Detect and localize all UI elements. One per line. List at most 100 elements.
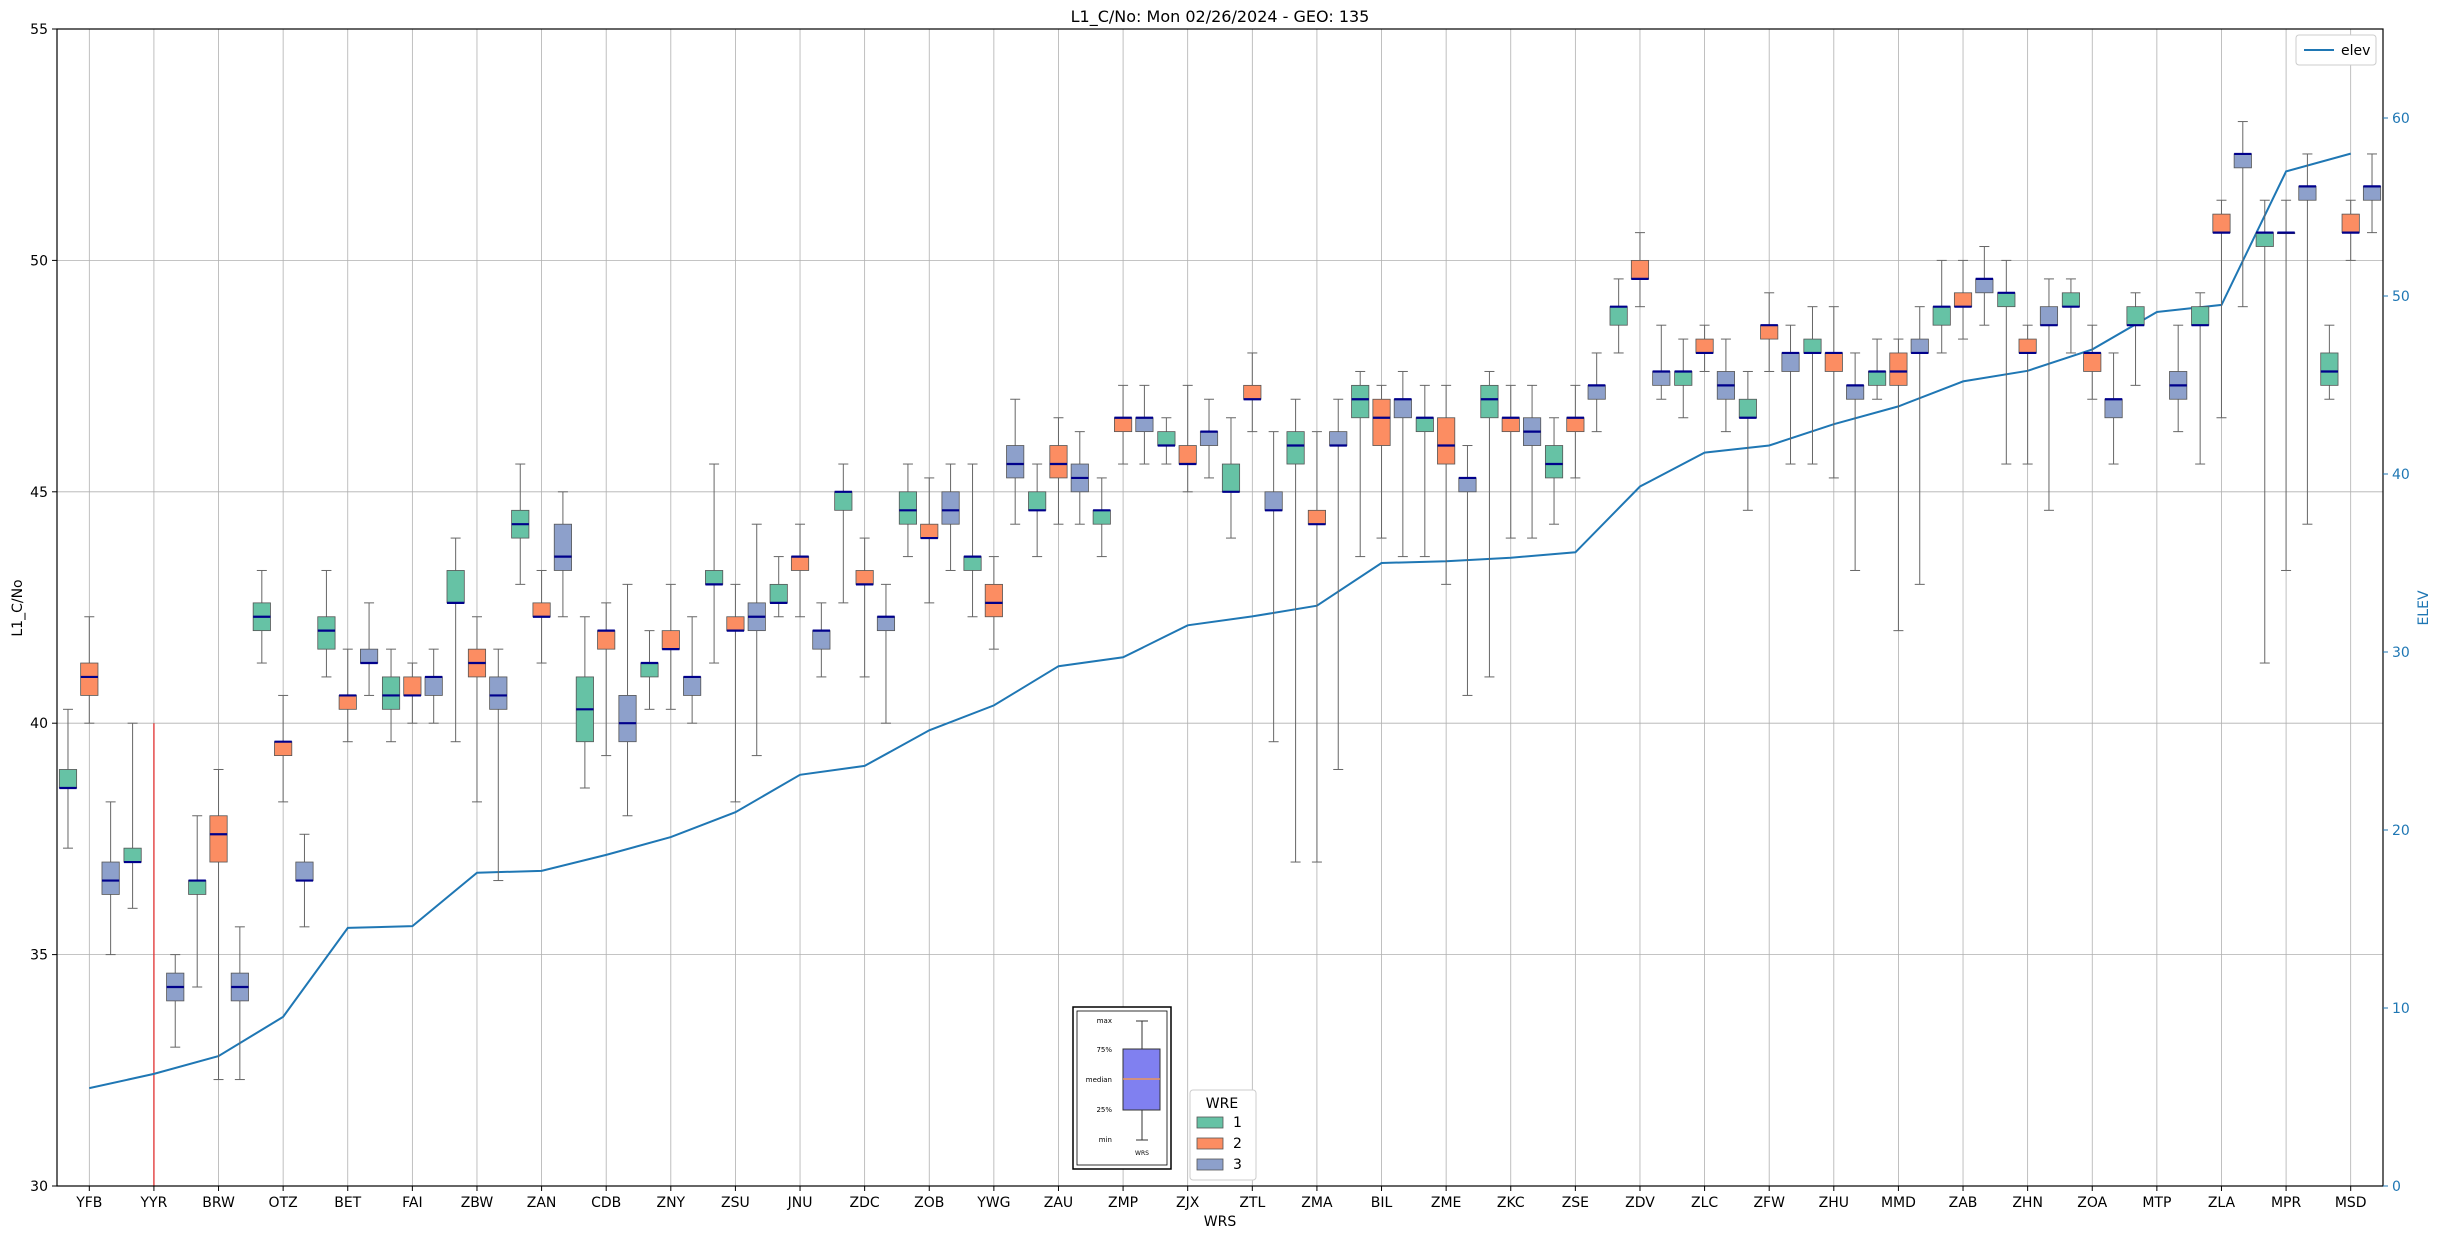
box-CDB-wre3 xyxy=(618,583,637,817)
grid-layer xyxy=(57,28,2383,1187)
box-body xyxy=(274,741,293,756)
x-tick-label: BET xyxy=(334,1195,361,1211)
y2-tick-label: 30 xyxy=(2392,645,2410,661)
box-ZME-wre3 xyxy=(1458,445,1477,696)
box-ZJX-wre2 xyxy=(1178,384,1197,493)
x-tick-label: ZMA xyxy=(1301,1195,1333,1211)
wre-legend-frame xyxy=(1189,1089,1257,1181)
box-ZMP-wre2 xyxy=(1114,384,1133,465)
box-ZKC-wre2 xyxy=(1501,384,1520,539)
box-body xyxy=(1351,384,1370,419)
box-body xyxy=(1868,371,1887,386)
box-body xyxy=(834,491,853,511)
x-tick-label: ZOA xyxy=(2077,1195,2107,1211)
box-body xyxy=(1307,509,1326,525)
box-ZBW-wre3 xyxy=(489,648,508,882)
box-body xyxy=(1437,417,1456,465)
x-tick-label: ZDC xyxy=(850,1195,880,1211)
x-tick-label: ZME xyxy=(1431,1195,1462,1211)
box-body xyxy=(1199,431,1219,446)
box-ZLC-wre3 xyxy=(1716,338,1735,433)
box-body xyxy=(920,523,939,539)
x-tick-label: CDB xyxy=(591,1195,621,1211)
x-tick-label: BIL xyxy=(1371,1195,1393,1211)
box-body xyxy=(1415,417,1434,433)
box-body xyxy=(1264,491,1283,511)
y-tick-label: 55 xyxy=(30,22,48,38)
box-ZSU-wre3 xyxy=(747,523,766,757)
box-ZKC-wre3 xyxy=(1523,384,1542,539)
wre-legend: WRE 1 2 3 xyxy=(1189,1089,1257,1181)
box-ZDC-wre2 xyxy=(855,537,874,678)
x-tick-label: FAI xyxy=(402,1195,422,1211)
box-body xyxy=(1652,371,1671,386)
box-body xyxy=(2341,213,2360,234)
box-body xyxy=(381,676,401,710)
box-body xyxy=(812,630,831,650)
box-body xyxy=(1910,338,1929,354)
box-body xyxy=(1243,384,1262,400)
box-body xyxy=(1975,278,1994,294)
box-MPR-wre1 xyxy=(2255,199,2274,664)
box-body xyxy=(360,648,379,664)
x-tick-label: ZHU xyxy=(1819,1195,1849,1211)
axes-layer: YFB YYR BRW OTZ BET FAI ZBW ZAN CDB ZNY ZSU JNU ZDC Z… xyxy=(30,22,2410,1211)
box-body xyxy=(532,602,551,618)
box-MMD-wre3 xyxy=(1910,306,1929,585)
box-ZDV-wre1 xyxy=(1609,278,1628,354)
box-body xyxy=(661,630,680,650)
box-MPR-wre2 xyxy=(2277,199,2296,571)
box-ZDV-wre3 xyxy=(1652,324,1671,400)
plot-frame xyxy=(56,28,2384,1187)
y2-tick-label: 50 xyxy=(2392,289,2410,305)
box-BRW-wre1 xyxy=(188,815,207,988)
box-body xyxy=(101,861,120,895)
box-key-max-label: max xyxy=(1097,1017,1112,1025)
y-tick-label: 35 xyxy=(30,948,48,964)
box-ZSU-wre1 xyxy=(705,463,724,664)
box-BIL-wre2 xyxy=(1372,384,1391,539)
box-ZAB-wre2 xyxy=(1953,259,1973,340)
box-body xyxy=(1566,417,1585,433)
box-ZAN-wre3 xyxy=(553,491,572,618)
box-body xyxy=(790,556,810,571)
y2-tick-label: 10 xyxy=(2392,1001,2410,1017)
box-MSD-wre2 xyxy=(2341,199,2360,261)
box-body xyxy=(188,880,207,895)
box-MTP-wre3 xyxy=(2169,324,2188,433)
box-ZOA-wre1 xyxy=(2061,278,2080,354)
box-body xyxy=(2212,213,2231,234)
box-body xyxy=(769,583,788,604)
x-tick-label: BRW xyxy=(202,1195,235,1211)
box-body xyxy=(2104,398,2123,419)
box-OTZ-wre2 xyxy=(274,694,293,803)
box-ZME-wre2 xyxy=(1437,384,1456,585)
box-ZHU-wre1 xyxy=(1803,306,1822,465)
box-body xyxy=(80,662,99,696)
box-body xyxy=(403,676,422,696)
box-body xyxy=(2126,306,2145,326)
x-tick-label: ZLA xyxy=(2208,1195,2236,1211)
wre-legend-swatch-2 xyxy=(1196,1137,1224,1150)
box-body xyxy=(2191,306,2210,326)
box-body xyxy=(123,847,142,863)
box-body xyxy=(855,570,874,585)
box-ZAB-wre1 xyxy=(1932,259,1951,354)
x-tick-label: ZDV xyxy=(1625,1195,1655,1211)
box-JNU-wre1 xyxy=(769,556,788,618)
box-body xyxy=(209,815,228,863)
box-body xyxy=(553,523,572,571)
x-tick-label: ZAU xyxy=(1044,1195,1073,1211)
box-body xyxy=(1889,352,1908,386)
box-body xyxy=(2233,153,2252,169)
x-tick-label: ZTL xyxy=(1239,1195,1265,1211)
box-OTZ-wre3 xyxy=(295,833,314,928)
x-tick-label: ZAN xyxy=(527,1195,557,1211)
box-BRW-wre3 xyxy=(230,926,249,1081)
box-body xyxy=(1157,431,1176,446)
x-tick-label: ZAB xyxy=(1949,1195,1978,1211)
box-body xyxy=(1458,477,1477,493)
y-tick-label: 40 xyxy=(30,716,48,732)
box-MPR-wre3 xyxy=(2298,153,2317,525)
box-body xyxy=(1609,306,1628,326)
